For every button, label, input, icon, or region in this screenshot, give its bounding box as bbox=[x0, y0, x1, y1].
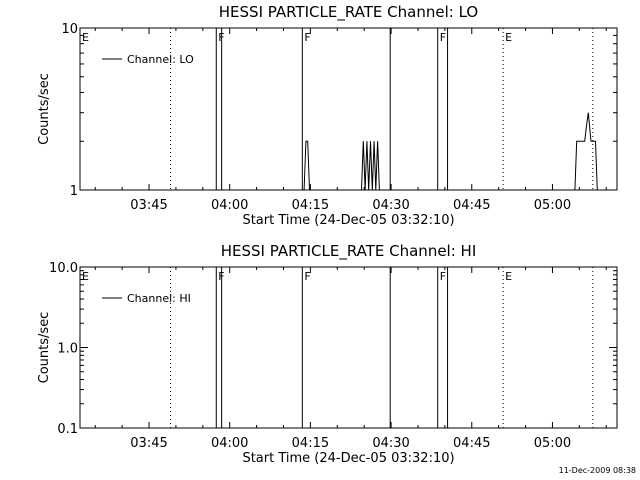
x-axis-label: Start Time (24-Dec-05 03:32:10) bbox=[242, 451, 454, 466]
x-tick-label: 04:30 bbox=[372, 198, 409, 213]
y-tick-label: 1 bbox=[70, 184, 78, 199]
x-tick-label: 04:15 bbox=[292, 436, 329, 451]
y-axis-label: Counts/sec bbox=[37, 312, 52, 384]
event-flag-label: E bbox=[505, 31, 512, 44]
event-flag-label: F bbox=[440, 31, 446, 44]
event-flag-label: E bbox=[505, 270, 512, 283]
chart-title: HESSI PARTICLE_RATE Channel: HI bbox=[221, 242, 477, 261]
y-tick-label: 10.0 bbox=[49, 261, 78, 276]
x-tick-label: 04:45 bbox=[453, 198, 490, 213]
x-tick-label: 04:15 bbox=[292, 198, 329, 213]
footer-timestamp: 11-Dec-2009 08:38 bbox=[558, 466, 636, 475]
x-tick-label: 03:45 bbox=[130, 198, 167, 213]
y-tick-label: 0.1 bbox=[57, 422, 78, 437]
legend-label: Channel: HI bbox=[127, 292, 191, 305]
series-line bbox=[303, 112, 598, 191]
event-flag-label: F bbox=[304, 31, 310, 44]
chart-title: HESSI PARTICLE_RATE Channel: LO bbox=[219, 3, 478, 22]
x-tick-label: 03:45 bbox=[130, 436, 167, 451]
y-tick-label: 1.0 bbox=[57, 342, 78, 357]
x-tick-label: 04:00 bbox=[211, 198, 248, 213]
event-flag-label: F bbox=[304, 270, 310, 283]
x-tick-label: 05:00 bbox=[534, 436, 571, 451]
event-flag-label: F bbox=[440, 270, 446, 283]
x-tick-label: 04:45 bbox=[453, 436, 490, 451]
y-tick-label: 10 bbox=[61, 22, 78, 37]
x-axis-label: Start Time (24-Dec-05 03:32:10) bbox=[242, 213, 454, 228]
x-tick-label: 04:30 bbox=[372, 436, 409, 451]
event-flag-label: E bbox=[82, 270, 89, 283]
x-tick-label: 05:00 bbox=[534, 198, 571, 213]
x-tick-label: 04:00 bbox=[211, 436, 248, 451]
legend-label: Channel: LO bbox=[127, 53, 194, 66]
y-axis-label: Counts/sec bbox=[37, 73, 52, 145]
event-flag-label: E bbox=[82, 31, 89, 44]
